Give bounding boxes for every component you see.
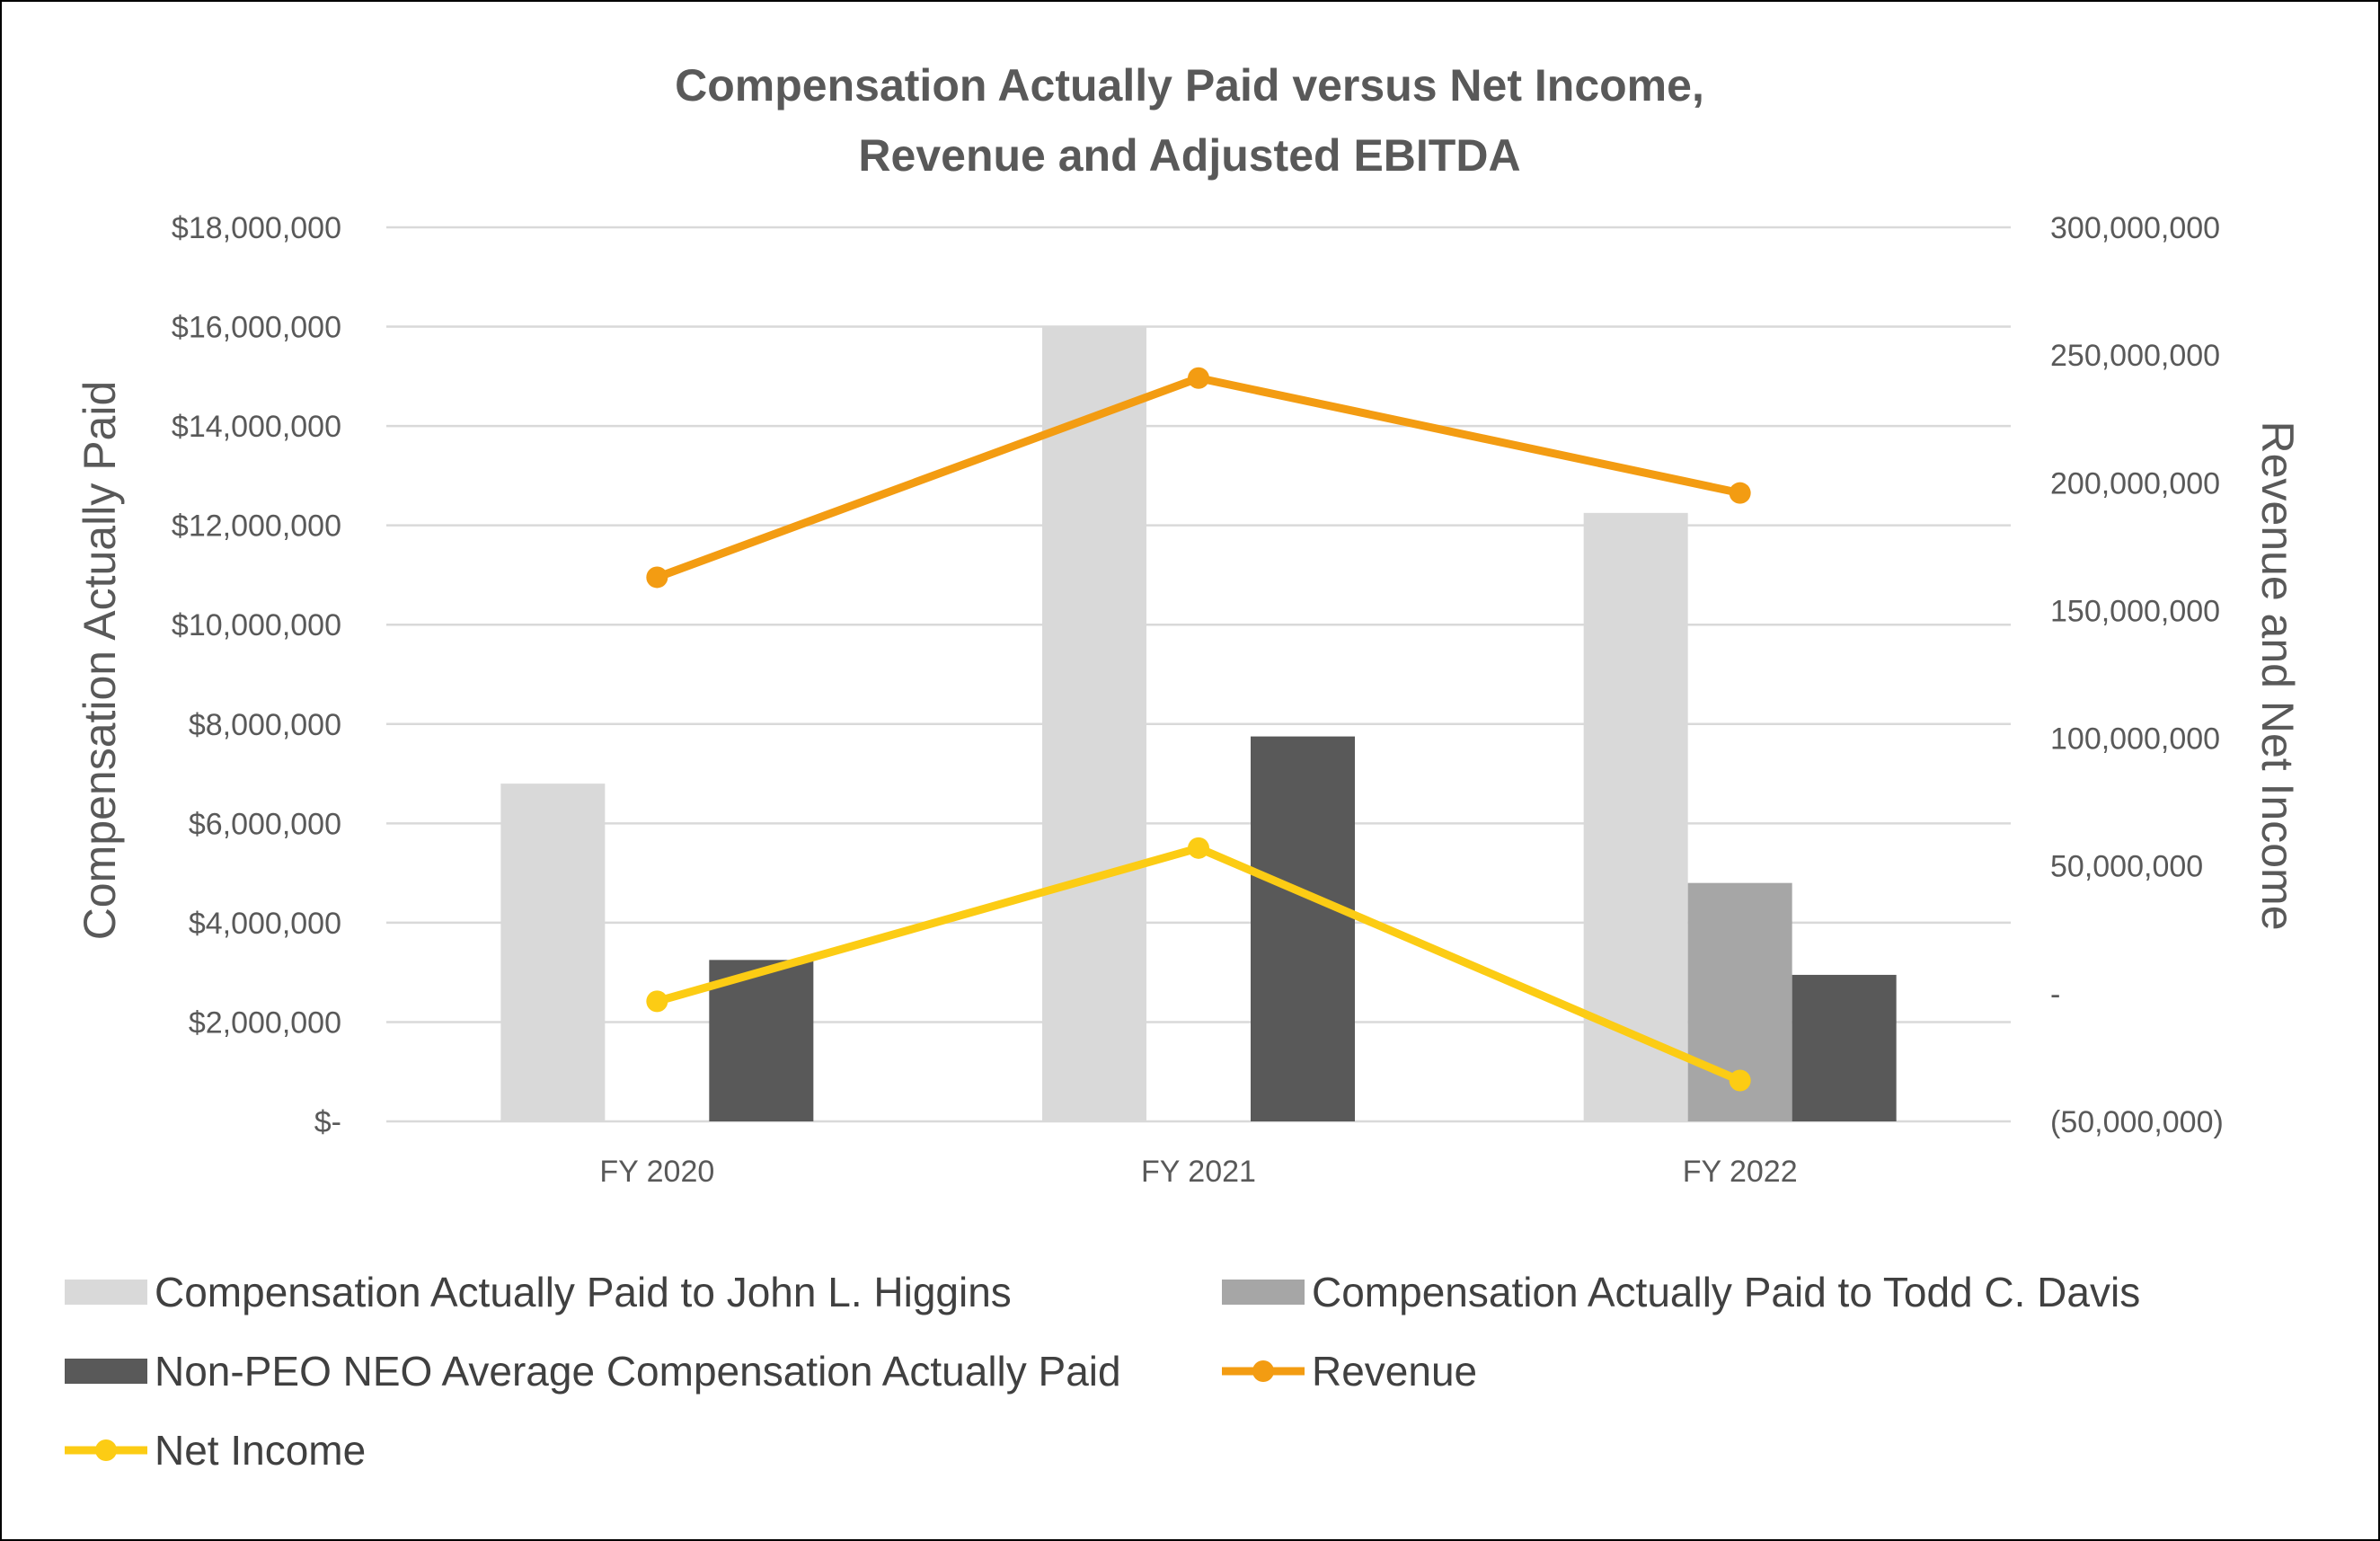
bar	[1251, 736, 1355, 1121]
legend-swatch	[65, 1359, 147, 1384]
x-axis-ticks: FY 2020 FY 2021 FY 2022	[599, 1155, 1797, 1189]
legend-label: Net Income	[155, 1427, 366, 1474]
legend: Compensation Actually Paid to John L. Hi…	[65, 1269, 2140, 1474]
line-series	[646, 367, 1751, 1092]
series-line	[655, 374, 1741, 581]
legend-swatch	[65, 1280, 147, 1305]
left-tick-label: $14,000,000	[172, 410, 341, 444]
x-tick-label: FY 2022	[1683, 1155, 1798, 1189]
x-tick-label: FY 2020	[599, 1155, 714, 1189]
line-point	[1188, 367, 1209, 389]
line-point	[1729, 1069, 1751, 1092]
legend-label: Non-PEO NEO Average Compensation Actuall…	[155, 1348, 1121, 1395]
left-tick-label: $16,000,000	[172, 311, 341, 345]
legend-label: Compensation Actually Paid to Todd C. Da…	[1312, 1269, 2140, 1315]
bar	[500, 784, 606, 1121]
legend-swatch	[1222, 1280, 1305, 1305]
bar	[1792, 974, 1897, 1121]
right-tick-label: 300,000,000	[2050, 211, 2220, 245]
right-axis-ticks: (50,000,000) - 50,000,000 100,000,000 150,00…	[2050, 211, 2224, 1139]
bar	[709, 960, 814, 1121]
bar	[1042, 326, 1146, 1121]
left-axis-title: Compensation Actually Paid	[75, 381, 125, 941]
left-tick-label: $4,000,000	[189, 907, 341, 941]
left-tick-label: $8,000,000	[189, 708, 341, 742]
legend-marker	[95, 1439, 117, 1461]
legend-label: Compensation Actually Paid to John L. Hi…	[155, 1269, 1012, 1315]
right-tick-label: 200,000,000	[2050, 466, 2220, 500]
right-axis-title: Revenue and Net Income	[2252, 421, 2303, 930]
left-tick-label: $12,000,000	[172, 509, 341, 544]
bar-series	[500, 326, 1897, 1121]
legend-marker	[1252, 1360, 1274, 1382]
right-tick-label: -	[2050, 978, 2060, 1012]
right-tick-label: 50,000,000	[2050, 850, 2203, 884]
left-axis-ticks: $- $2,000,000 $4,000,000 $6,000,000 $8,000,0…	[172, 211, 341, 1139]
x-tick-label: FY 2021	[1141, 1155, 1256, 1189]
line-point	[646, 566, 668, 589]
series-line	[656, 844, 1742, 1085]
left-tick-label: $18,000,000	[172, 211, 341, 245]
right-tick-label: (50,000,000)	[2050, 1105, 2224, 1139]
left-tick-label: $-	[314, 1105, 341, 1139]
left-tick-label: $10,000,000	[172, 608, 341, 642]
chart-title-line-2: Revenue and Adjusted EBITDA	[858, 130, 1520, 181]
left-tick-label: $6,000,000	[189, 807, 341, 841]
right-tick-label: 100,000,000	[2050, 722, 2220, 757]
right-tick-label: 250,000,000	[2050, 339, 2220, 373]
bar	[1583, 512, 1688, 1121]
left-tick-label: $2,000,000	[189, 1005, 341, 1040]
right-tick-label: 150,000,000	[2050, 594, 2220, 628]
chart-title-line-1: Compensation Actually Paid versus Net In…	[675, 60, 1704, 111]
line-point	[646, 990, 668, 1013]
line-point	[1729, 482, 1751, 504]
legend-label: Revenue	[1312, 1348, 1477, 1395]
line-point	[1188, 837, 1209, 859]
